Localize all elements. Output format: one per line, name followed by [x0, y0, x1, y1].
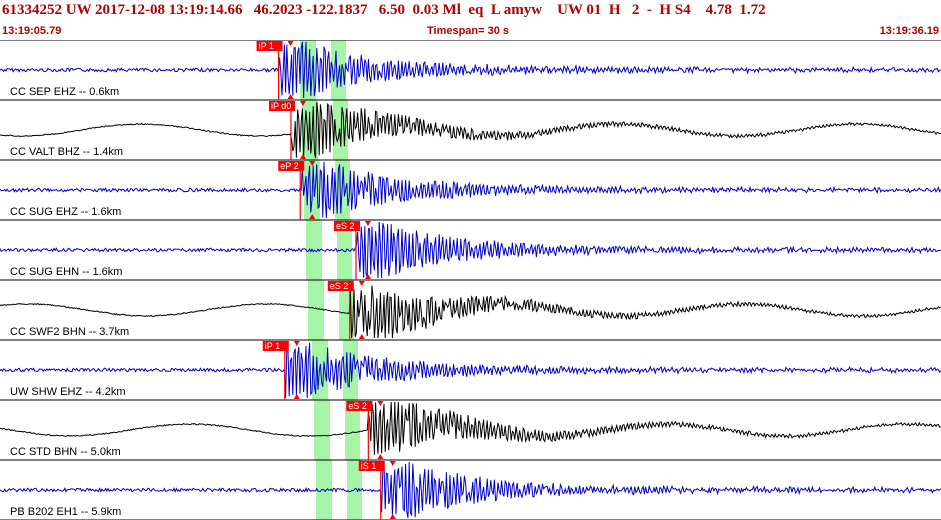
analysis-window [343, 340, 358, 400]
seismogram-trace[interactable] [0, 461, 941, 519]
event-summary: 61334252 UW 2017-12-08 13:19:14.66 46.20… [2, 2, 766, 18]
station-label: CC SUG EHZ -- 1.6km [10, 206, 121, 218]
station-label: CC SEP EHZ -- 0.6km [10, 86, 119, 98]
station-label: UW SHW EHZ -- 4.2km [10, 386, 126, 398]
station-label: PB B202 EH1 -- 5.9km [10, 506, 121, 518]
station-label: CC VALT BHZ -- 1.4km [10, 146, 123, 158]
timespan-label: Timespan= 30 s [427, 25, 510, 37]
pick-label: iP d0 [271, 101, 291, 111]
seismogram-trace[interactable] [0, 221, 941, 279]
marker-bottom-icon [293, 394, 300, 399]
marker-top-icon [287, 41, 294, 46]
seismogram-panel[interactable]: iP 1 CC SEP EHZ -- 0.6km iP d0 CC VALT BHZ … [0, 40, 941, 520]
marker-top-icon [309, 161, 316, 166]
pick-label: iS 1 [361, 461, 377, 471]
end-time: 13:19:36.19 [879, 25, 939, 37]
pick-label-box [278, 161, 305, 171]
station-label: CC SWF2 BHN -- 3.7km [10, 326, 129, 338]
marker-top-icon [293, 341, 300, 346]
marker-bottom-icon [287, 94, 294, 99]
analysis-window [331, 40, 346, 100]
start-time: 13:19:05.79 [2, 25, 62, 37]
marker-top-icon [377, 401, 384, 406]
seismogram-trace[interactable] [0, 102, 941, 159]
pick-label-box [327, 281, 354, 291]
marker-bottom-icon [364, 274, 371, 279]
pick-label: eS 2 [336, 221, 355, 231]
station-label: CC STD BHN -- 5.0km [10, 446, 121, 458]
marker-top-icon [389, 461, 396, 466]
seismogram-trace[interactable] [0, 401, 941, 455]
seismogram-trace[interactable] [0, 285, 941, 339]
pick-label-box [262, 341, 289, 351]
analysis-window [314, 400, 330, 460]
analysis-window [337, 220, 352, 280]
seismogram-trace[interactable] [0, 41, 941, 99]
pick-label: eS 2 [330, 281, 349, 291]
marker-bottom-icon [389, 514, 396, 519]
marker-bottom-icon [358, 334, 365, 339]
analysis-window [306, 220, 322, 280]
pick-label-box [256, 41, 283, 51]
analysis-window [308, 280, 324, 340]
marker-top-icon [364, 221, 371, 226]
marker-bottom-icon [299, 154, 306, 159]
event-header: 61334252 UW 2017-12-08 13:19:14.66 46.20… [0, 0, 941, 40]
pick-label: eS 2 [348, 401, 367, 411]
marker-top-icon [358, 281, 365, 286]
pick-label-box [346, 401, 373, 411]
marker-bottom-icon [377, 454, 384, 459]
marker-bottom-icon [309, 214, 316, 219]
station-label: CC SUG EHN -- 1.6km [10, 266, 122, 278]
marker-top-icon [299, 101, 306, 106]
pick-label-box [268, 101, 295, 111]
analysis-window [345, 400, 360, 460]
seismogram-trace[interactable] [0, 161, 941, 219]
pick-label-box [333, 221, 360, 231]
pick-label: iP 1 [265, 341, 280, 351]
pick-label: iP 1 [259, 41, 274, 51]
seismogram-trace[interactable] [0, 342, 941, 399]
pick-label-box [358, 461, 385, 471]
pick-label: eP 2 [280, 161, 298, 171]
